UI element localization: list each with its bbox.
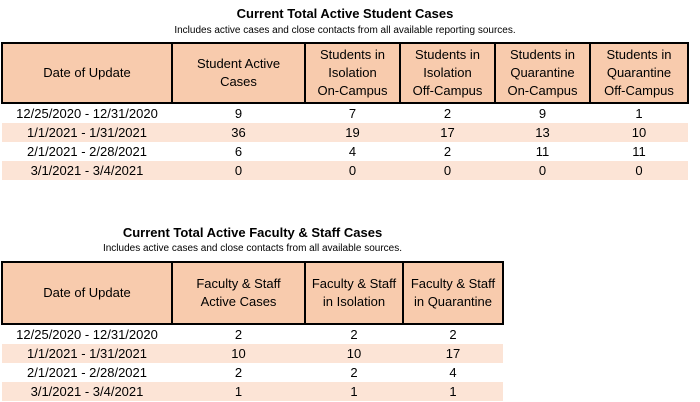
header-line: Students in — [606, 47, 672, 62]
table-row: 1/1/2021 - 1/31/2021 36 19 17 13 10 — [2, 123, 688, 142]
date-cell: 1/1/2021 - 1/31/2021 — [2, 123, 172, 142]
value-cell: 0 — [400, 161, 495, 180]
value-cell: 4 — [348, 144, 357, 159]
value-cell: 19 — [305, 123, 400, 142]
header-line: Isolation — [423, 65, 472, 80]
value-cell: 36 — [172, 123, 305, 142]
header-line: On-Campus — [317, 83, 388, 98]
value-cell: 2 — [234, 365, 243, 380]
table-row: 12/25/2020 - 12/31/2020 2 2 2 — [2, 324, 503, 344]
header-line: Off-Campus — [412, 83, 483, 98]
value-cell: 1 — [172, 382, 305, 401]
header-line: Students in — [414, 47, 481, 62]
value-cell: 0 — [590, 161, 688, 180]
student-table-title: Current Total Active Student Cases — [236, 6, 454, 21]
header-line: Quarantine — [606, 65, 672, 80]
student-header-quar-on: Students in Quarantine On-Campus — [494, 42, 591, 104]
student-header-row: Date of Update Student Active Cases Stud… — [1, 42, 689, 104]
header-line: Students in — [509, 47, 576, 62]
value-cell: 2 — [443, 144, 452, 159]
table-row: 12/25/2020 - 12/31/2020 9 7 2 9 1 — [2, 103, 688, 123]
faculty-header-date: Date of Update — [1, 261, 173, 325]
value-cell: 9 — [538, 106, 547, 121]
date-cell: 3/1/2021 - 3/4/2021 — [2, 161, 172, 180]
value-cell: 10 — [305, 344, 403, 363]
header-line: Quarantine — [510, 65, 575, 80]
value-cell: 0 — [305, 161, 400, 180]
value-cell: 13 — [495, 123, 590, 142]
header-line: Date of Update — [43, 65, 131, 80]
value-cell: 1 — [635, 106, 643, 121]
value-cell: 2 — [443, 106, 452, 121]
header-line: in Isolation — [322, 294, 386, 309]
table-row: 3/1/2021 - 3/4/2021 1 1 1 — [2, 382, 503, 401]
faculty-header-quarantine: Faculty & Staff in Quarantine — [402, 261, 504, 325]
table-row: 1/1/2021 - 1/31/2021 10 10 17 — [2, 344, 503, 363]
student-header-active: Student Active Cases — [171, 42, 306, 104]
header-line: Cases — [220, 74, 257, 89]
value-cell: 0 — [172, 161, 305, 180]
faculty-header-isolation: Faculty & Staff in Isolation — [304, 261, 404, 325]
header-line: Student Active — [196, 56, 281, 71]
faculty-table-title: Current Total Active Faculty & Staff Cas… — [122, 225, 383, 240]
value-cell: 2 — [234, 327, 243, 342]
faculty-cases-table: Date of Update Faculty & Staff Active Ca… — [1, 261, 504, 401]
value-cell: 6 — [234, 144, 243, 159]
header-line: Faculty & Staff — [410, 276, 496, 291]
header-line: Students in — [319, 47, 386, 62]
faculty-header-active: Faculty & Staff Active Cases — [171, 261, 306, 325]
table-row: 2/1/2021 - 2/28/2021 6 4 2 11 11 — [2, 142, 688, 161]
header-line: On-Campus — [507, 83, 578, 98]
header-line: Off-Campus — [604, 83, 674, 98]
value-cell: 11 — [535, 144, 550, 159]
date-cell: 12/25/2020 - 12/31/2020 — [16, 106, 158, 121]
student-table-subtitle: Includes active cases and close contacts… — [174, 25, 516, 36]
student-header-date: Date of Update — [1, 42, 173, 104]
value-cell: 2 — [449, 327, 457, 342]
faculty-table-subtitle: Includes active cases and close contacts… — [102, 243, 403, 254]
value-cell: 9 — [234, 106, 243, 121]
value-cell: 2 — [350, 327, 358, 342]
student-header-iso-on: Students in Isolation On-Campus — [304, 42, 401, 104]
date-cell: 3/1/2021 - 3/4/2021 — [2, 382, 172, 401]
value-cell: 10 — [590, 123, 688, 142]
header-line: Active Cases — [200, 294, 277, 309]
header-line: Faculty & Staff — [196, 276, 281, 291]
header-line: Faculty & Staff — [311, 276, 397, 291]
header-line: Date of Update — [43, 285, 131, 300]
header-line: Isolation — [328, 65, 377, 80]
date-cell: 1/1/2021 - 1/31/2021 — [2, 344, 172, 363]
student-header-iso-off: Students in Isolation Off-Campus — [399, 42, 496, 104]
student-cases-table: Date of Update Student Active Cases Stud… — [1, 42, 689, 180]
value-cell: 11 — [632, 144, 646, 159]
date-cell: 2/1/2021 - 2/28/2021 — [27, 144, 147, 159]
value-cell: 7 — [348, 106, 357, 121]
value-cell: 4 — [449, 365, 457, 380]
value-cell: 17 — [400, 123, 495, 142]
table-row: 3/1/2021 - 3/4/2021 0 0 0 0 0 — [2, 161, 688, 180]
value-cell: 10 — [172, 344, 305, 363]
date-cell: 2/1/2021 - 2/28/2021 — [27, 365, 147, 380]
faculty-header-row: Date of Update Faculty & Staff Active Ca… — [1, 261, 504, 325]
value-cell: 17 — [403, 344, 503, 363]
student-header-quar-off: Students in Quarantine Off-Campus — [589, 42, 689, 104]
table-row: 2/1/2021 - 2/28/2021 2 2 4 — [2, 363, 503, 382]
value-cell: 1 — [305, 382, 403, 401]
value-cell: 1 — [403, 382, 503, 401]
value-cell: 0 — [495, 161, 590, 180]
header-line: in Quarantine — [413, 294, 493, 309]
date-cell: 12/25/2020 - 12/31/2020 — [16, 327, 158, 342]
value-cell: 2 — [350, 365, 358, 380]
